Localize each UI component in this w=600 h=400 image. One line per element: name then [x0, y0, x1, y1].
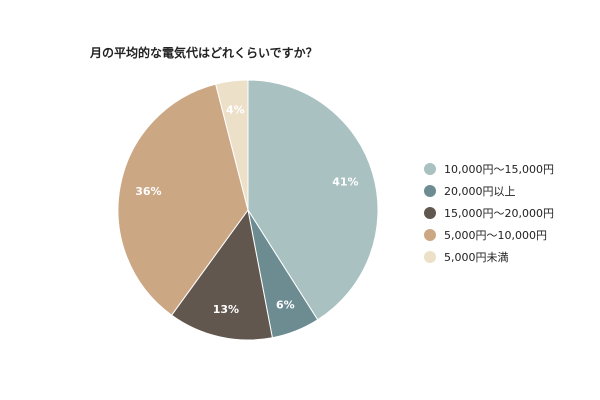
slice-percent-label: 4%	[226, 103, 245, 116]
legend-swatch	[424, 251, 436, 263]
legend-label: 15,000円～20,000円	[444, 207, 554, 220]
pie-slice	[247, 79, 379, 321]
legend-swatch	[424, 229, 436, 241]
legend-item: 5,000円未満	[424, 246, 554, 268]
slice-percent-label: 36%	[135, 185, 161, 198]
legend-swatch	[424, 163, 436, 175]
legend-item: 15,000円～20,000円	[424, 202, 554, 224]
legend-item: 20,000円以上	[424, 180, 554, 202]
slice-percent-label: 41%	[332, 176, 358, 189]
legend-label: 20,000円以上	[444, 185, 516, 198]
legend: 10,000円～15,000円 20,000円以上 15,000円～20,000円 5…	[424, 158, 554, 268]
legend-label: 5,000円未満	[444, 251, 509, 264]
legend-swatch	[424, 207, 436, 219]
legend-item: 5,000円～10,000円	[424, 224, 554, 246]
slice-percent-label: 13%	[213, 303, 239, 316]
slice-percent-label: 6%	[276, 298, 295, 311]
pie-slice	[215, 79, 249, 211]
legend-swatch	[424, 185, 436, 197]
legend-label: 10,000円～15,000円	[444, 163, 554, 176]
legend-item: 10,000円～15,000円	[424, 158, 554, 180]
legend-label: 5,000円～10,000円	[444, 229, 547, 242]
pie-slice	[117, 83, 249, 316]
pie-slice	[170, 208, 273, 341]
chart-title: 月の平均的な電気代はどれくらいですか？	[90, 46, 318, 60]
